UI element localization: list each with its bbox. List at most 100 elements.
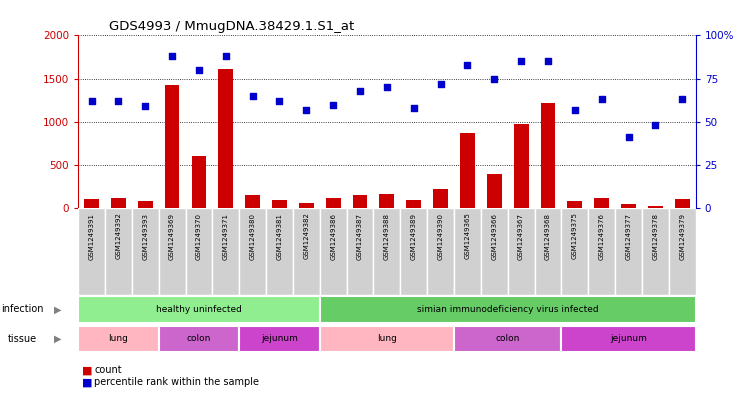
Text: GSM1249369: GSM1249369: [169, 213, 175, 260]
Text: GSM1249366: GSM1249366: [491, 213, 497, 260]
Text: GSM1249381: GSM1249381: [277, 213, 283, 260]
FancyBboxPatch shape: [615, 208, 642, 295]
FancyBboxPatch shape: [534, 208, 562, 295]
Text: GSM1249389: GSM1249389: [411, 213, 417, 260]
Point: [461, 62, 473, 68]
Bar: [326, 198, 341, 208]
Text: colon: colon: [496, 334, 520, 343]
Point: [650, 122, 661, 129]
Text: GSM1249390: GSM1249390: [437, 213, 443, 260]
Bar: [541, 103, 555, 208]
Text: GDS4993 / MmugDNA.38429.1.S1_at: GDS4993 / MmugDNA.38429.1.S1_at: [109, 20, 354, 33]
FancyBboxPatch shape: [400, 208, 427, 295]
Bar: [191, 156, 206, 208]
FancyBboxPatch shape: [481, 208, 507, 295]
Text: ■: ■: [82, 365, 92, 375]
Point: [86, 98, 97, 104]
Text: infection: infection: [1, 305, 44, 314]
FancyBboxPatch shape: [293, 208, 320, 295]
Text: jejunum: jejunum: [261, 334, 298, 343]
Point: [542, 58, 554, 64]
Bar: [353, 195, 368, 208]
Bar: [594, 198, 609, 208]
Text: GSM1249387: GSM1249387: [357, 213, 363, 260]
Text: GSM1249375: GSM1249375: [572, 213, 578, 259]
Point: [247, 93, 259, 99]
Point: [139, 103, 151, 109]
Point: [434, 81, 446, 87]
FancyBboxPatch shape: [669, 208, 696, 295]
FancyBboxPatch shape: [562, 326, 696, 352]
FancyBboxPatch shape: [454, 326, 562, 352]
Text: ▶: ▶: [54, 334, 61, 344]
Point: [166, 53, 178, 59]
Bar: [675, 199, 690, 208]
FancyBboxPatch shape: [454, 208, 481, 295]
FancyBboxPatch shape: [266, 208, 293, 295]
Text: percentile rank within the sample: percentile rank within the sample: [94, 377, 260, 387]
Text: count: count: [94, 365, 122, 375]
FancyBboxPatch shape: [212, 208, 240, 295]
Text: tissue: tissue: [7, 334, 36, 344]
Point: [193, 67, 205, 73]
FancyBboxPatch shape: [642, 208, 669, 295]
FancyBboxPatch shape: [78, 296, 320, 323]
Bar: [111, 198, 126, 208]
FancyBboxPatch shape: [158, 326, 240, 352]
Text: GSM1249367: GSM1249367: [518, 213, 524, 260]
Bar: [433, 189, 448, 208]
Text: simian immunodeficiency virus infected: simian immunodeficiency virus infected: [417, 305, 598, 314]
Bar: [299, 203, 314, 208]
Bar: [84, 199, 99, 208]
Text: GSM1249386: GSM1249386: [330, 213, 336, 260]
FancyBboxPatch shape: [105, 208, 132, 295]
Bar: [487, 174, 501, 208]
Text: jejunum: jejunum: [610, 334, 647, 343]
Point: [676, 96, 688, 103]
FancyBboxPatch shape: [347, 208, 373, 295]
Point: [381, 84, 393, 90]
Bar: [246, 195, 260, 208]
FancyBboxPatch shape: [240, 208, 266, 295]
Text: ▶: ▶: [54, 305, 61, 314]
Point: [515, 58, 527, 64]
FancyBboxPatch shape: [373, 208, 400, 295]
Text: GSM1249380: GSM1249380: [250, 213, 256, 260]
Text: GSM1249368: GSM1249368: [545, 213, 551, 260]
Bar: [621, 204, 636, 208]
FancyBboxPatch shape: [320, 208, 347, 295]
FancyBboxPatch shape: [320, 326, 454, 352]
Text: lung: lung: [377, 334, 397, 343]
Point: [327, 101, 339, 108]
FancyBboxPatch shape: [78, 326, 158, 352]
Point: [623, 134, 635, 141]
Point: [112, 98, 124, 104]
Bar: [138, 200, 153, 208]
Point: [219, 53, 231, 59]
Text: GSM1249391: GSM1249391: [89, 213, 94, 260]
Point: [569, 107, 581, 113]
Bar: [568, 201, 583, 208]
Text: lung: lung: [109, 334, 128, 343]
Bar: [219, 69, 233, 208]
Bar: [272, 200, 287, 208]
Bar: [406, 200, 421, 208]
Point: [301, 107, 312, 113]
Text: GSM1249378: GSM1249378: [652, 213, 658, 260]
Text: healthy uninfected: healthy uninfected: [156, 305, 242, 314]
Point: [596, 96, 608, 103]
FancyBboxPatch shape: [589, 208, 615, 295]
Point: [488, 75, 500, 82]
FancyBboxPatch shape: [507, 208, 534, 295]
FancyBboxPatch shape: [562, 208, 589, 295]
Bar: [164, 84, 179, 208]
FancyBboxPatch shape: [185, 208, 212, 295]
FancyBboxPatch shape: [78, 208, 105, 295]
Text: ■: ■: [82, 377, 92, 387]
Text: GSM1249377: GSM1249377: [626, 213, 632, 260]
Bar: [379, 194, 394, 208]
Bar: [648, 206, 663, 208]
Text: GSM1249370: GSM1249370: [196, 213, 202, 260]
Text: GSM1249392: GSM1249392: [115, 213, 121, 259]
FancyBboxPatch shape: [427, 208, 454, 295]
